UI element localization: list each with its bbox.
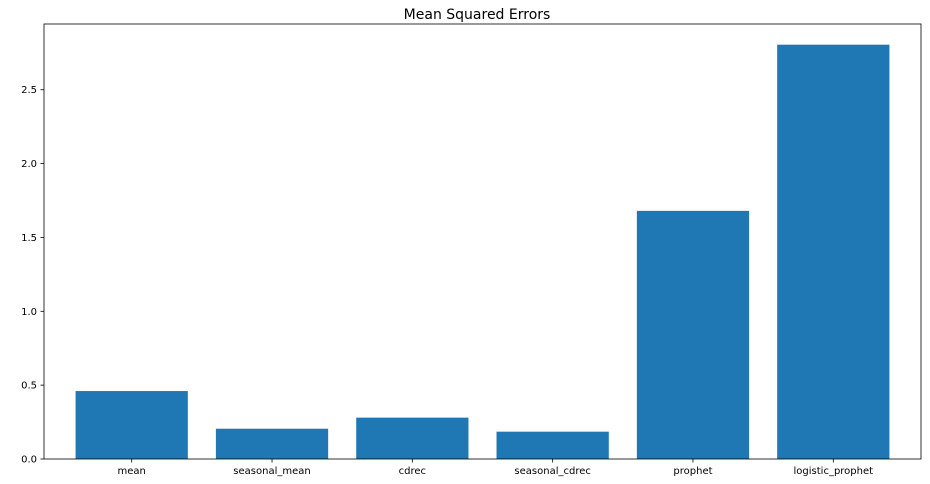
chart-title: Mean Squared Errors: [404, 7, 551, 23]
y-tick-label: 1.5: [21, 233, 37, 244]
bar-logistic-prophet: [777, 44, 890, 460]
bar-mean: [75, 391, 188, 459]
x-tick-label: prophet: [673, 466, 712, 477]
axes-frame: [43, 23, 922, 460]
x-tick-label: mean: [118, 466, 146, 477]
bar-seasonal-cdrec: [496, 431, 609, 459]
y-tick-label: 1.0: [21, 307, 37, 318]
x-tick-label: seasonal_cdrec: [514, 466, 590, 477]
x-tick-label: cdrec: [399, 466, 426, 477]
bar-prophet: [636, 210, 750, 459]
x-tick-label: logistic_prophet: [794, 466, 874, 477]
bar-cdrec: [356, 417, 469, 459]
y-tick-label: 2.0: [21, 159, 37, 170]
y-tick-label: 2.5: [21, 85, 37, 96]
bar-seasonal-mean: [215, 428, 329, 459]
x-tick-label: seasonal_mean: [233, 466, 310, 477]
plot-area: mean seasonal_mean cdrec seasonal_cdrec prop…: [21, 23, 922, 477]
y-tick-label: 0.5: [21, 381, 37, 392]
y-tick-label: 0.0: [21, 455, 37, 466]
